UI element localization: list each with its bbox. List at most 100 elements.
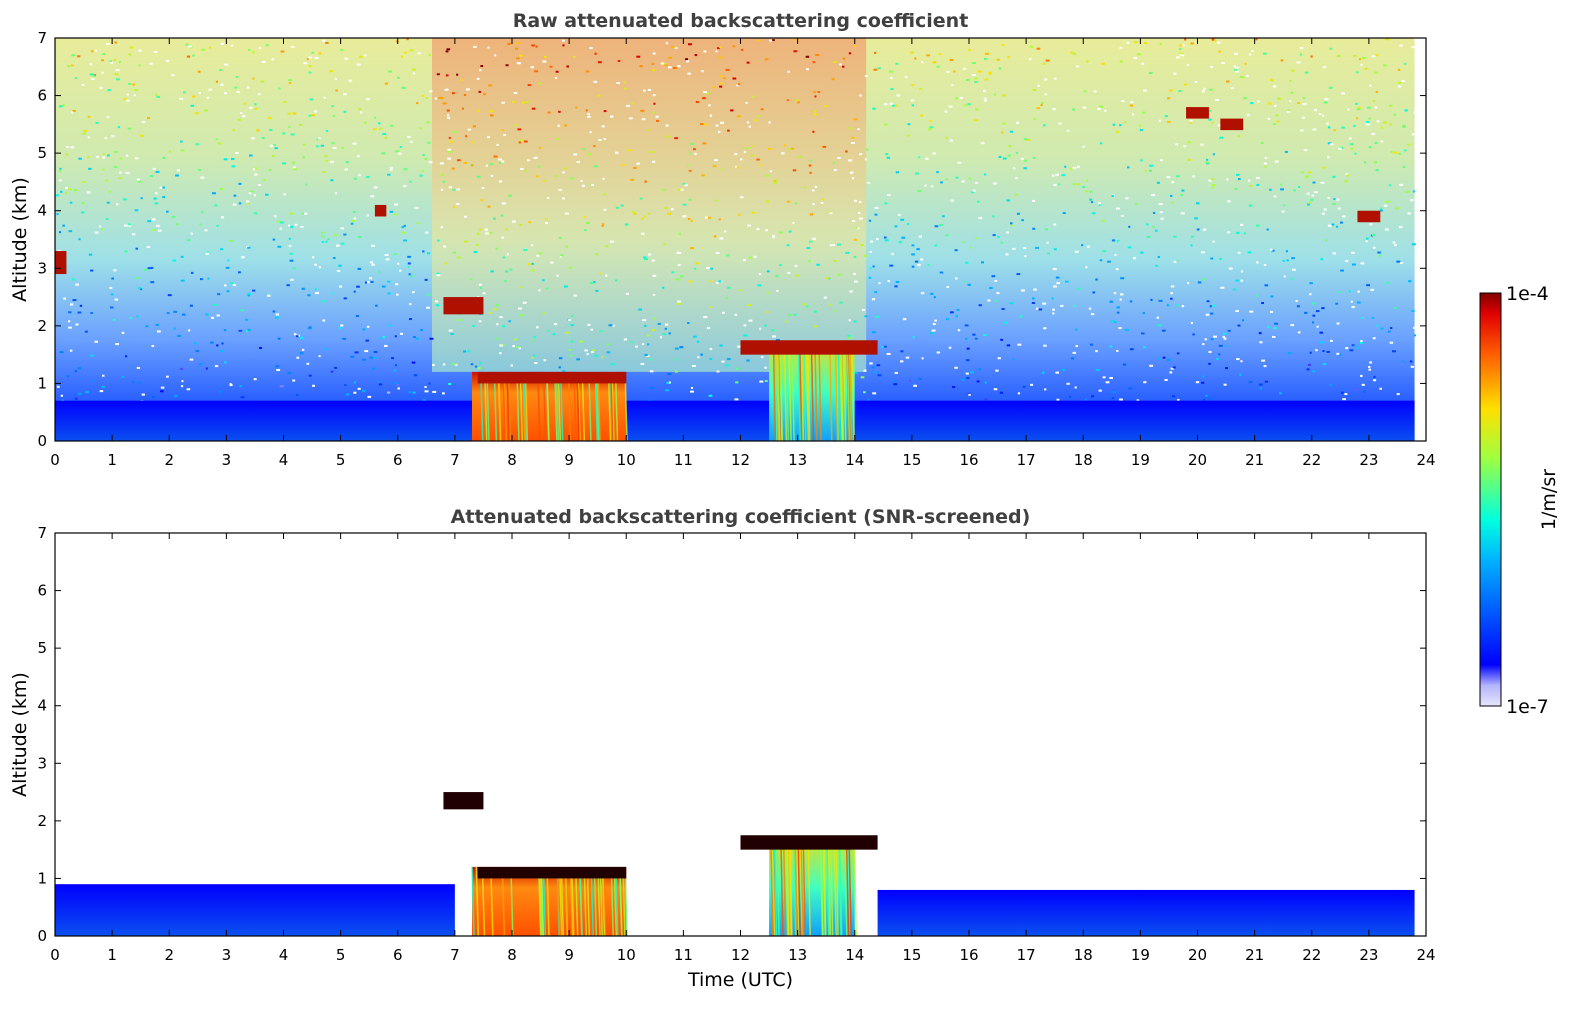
panel-title: Raw attenuated backscattering coefficien… bbox=[513, 10, 969, 32]
y-tick-label: 6 bbox=[37, 87, 47, 105]
y-axis-label: Altitude (km) bbox=[9, 177, 31, 302]
x-tick-label: 19 bbox=[1131, 451, 1150, 469]
x-tick-label: 12 bbox=[731, 451, 750, 469]
feature-boundary-layer bbox=[55, 884, 455, 936]
x-tick-label: 7 bbox=[450, 451, 460, 469]
y-tick-label: 5 bbox=[37, 639, 47, 657]
x-tick-label: 10 bbox=[617, 946, 636, 964]
x-axis-label: Time (UTC) bbox=[687, 969, 793, 991]
y-tick-label: 3 bbox=[37, 754, 47, 772]
x-tick-label: 2 bbox=[164, 946, 174, 964]
x-tick-label: 8 bbox=[507, 946, 517, 964]
x-tick-label: 21 bbox=[1245, 451, 1264, 469]
x-tick-label: 11 bbox=[674, 946, 693, 964]
x-tick-label: 14 bbox=[845, 451, 864, 469]
panel-title: Attenuated backscattering coefficient (S… bbox=[451, 506, 1031, 528]
x-tick-label: 0 bbox=[50, 451, 60, 469]
feature-cloud-layer bbox=[1220, 118, 1244, 131]
feature-cloud-layer bbox=[740, 340, 878, 355]
feature-cloud-layer bbox=[740, 835, 878, 850]
precip-streaks bbox=[772, 343, 855, 441]
x-tick-label: 8 bbox=[507, 451, 517, 469]
x-tick-label: 15 bbox=[902, 946, 921, 964]
y-tick-label: 7 bbox=[37, 29, 47, 47]
feature-boundary-layer bbox=[55, 400, 1415, 441]
y-tick-label: 4 bbox=[37, 697, 47, 715]
x-axis: 0 1 2 3 4 5 6 7 8 9 10 11 12 13 14 15 16 17 18 19 20 21 22 23 24 bbox=[50, 38, 1436, 469]
x-tick-label: 24 bbox=[1416, 946, 1435, 964]
feature-cloud-layer bbox=[1357, 210, 1381, 223]
x-tick-label: 5 bbox=[336, 946, 346, 964]
y-tick-label: 6 bbox=[37, 582, 47, 600]
x-tick-label: 10 bbox=[617, 451, 636, 469]
y-tick-label: 2 bbox=[37, 812, 47, 830]
x-tick-label: 4 bbox=[279, 451, 289, 469]
x-tick-label: 16 bbox=[959, 946, 978, 964]
x-tick-label: 16 bbox=[959, 451, 978, 469]
feature-cloud-layer bbox=[55, 251, 67, 275]
x-tick-label: 15 bbox=[902, 451, 921, 469]
y-tick-label: 0 bbox=[37, 432, 47, 450]
feature-cloud-layer bbox=[477, 371, 627, 384]
x-tick-label: 20 bbox=[1188, 451, 1207, 469]
heatmap-area bbox=[55, 38, 1417, 441]
y-axis-label: Altitude (km) bbox=[9, 672, 31, 797]
colorbar-gradient bbox=[1480, 293, 1501, 706]
x-tick-label: 22 bbox=[1302, 451, 1321, 469]
x-tick-label: 1 bbox=[107, 946, 117, 964]
x-tick-label: 0 bbox=[50, 946, 60, 964]
x-axis: 0 1 2 3 4 5 6 7 8 9 10 11 12 13 14 15 16 17 18 19 20 21 22 23 24 bbox=[50, 533, 1436, 964]
x-tick-label: 7 bbox=[450, 946, 460, 964]
x-tick-label: 22 bbox=[1302, 946, 1321, 964]
x-tick-label: 6 bbox=[393, 946, 403, 964]
plot-background bbox=[55, 533, 1426, 936]
feature-cloud-layer bbox=[1186, 107, 1209, 119]
x-tick-label: 14 bbox=[845, 946, 864, 964]
x-tick-label: 20 bbox=[1188, 946, 1207, 964]
x-tick-label: 9 bbox=[564, 451, 574, 469]
y-tick-label: 4 bbox=[37, 202, 47, 220]
x-tick-label: 13 bbox=[788, 451, 807, 469]
x-tick-label: 18 bbox=[1074, 946, 1093, 964]
y-axis: 0 1 2 3 4 5 6 7 bbox=[37, 524, 1426, 945]
precip-streaks bbox=[770, 838, 857, 936]
y-tick-label: 3 bbox=[37, 259, 47, 277]
x-tick-label: 2 bbox=[164, 451, 174, 469]
feature-cloud-layer bbox=[374, 204, 387, 217]
x-tick-label: 12 bbox=[731, 946, 750, 964]
enhanced-background bbox=[432, 38, 867, 372]
x-tick-label: 9 bbox=[564, 946, 574, 964]
x-tick-label: 13 bbox=[788, 946, 807, 964]
x-tick-label: 24 bbox=[1416, 451, 1435, 469]
feature-cloud-layer bbox=[443, 792, 484, 810]
x-tick-label: 21 bbox=[1245, 946, 1264, 964]
colorbar-fill bbox=[1480, 293, 1501, 706]
x-tick-label: 5 bbox=[336, 451, 346, 469]
heatmap-area bbox=[55, 533, 1426, 936]
feature-cloud-layer bbox=[443, 297, 484, 315]
x-tick-label: 11 bbox=[674, 451, 693, 469]
x-tick-label: 3 bbox=[222, 451, 232, 469]
y-tick-label: 1 bbox=[37, 869, 47, 887]
colorbar: 1e-4 1e-7 1/m/sr bbox=[1479, 283, 1560, 718]
x-tick-label: 19 bbox=[1131, 946, 1150, 964]
x-tick-label: 17 bbox=[1017, 451, 1036, 469]
x-tick-label: 3 bbox=[222, 946, 232, 964]
x-tick-label: 17 bbox=[1017, 946, 1036, 964]
x-tick-label: 23 bbox=[1359, 451, 1378, 469]
colorbar-frame bbox=[1479, 292, 1502, 707]
colorbar-min-label: 1e-7 bbox=[1506, 696, 1549, 718]
y-axis: 0 1 2 3 4 5 6 7 bbox=[37, 29, 1426, 450]
y-tick-label: 2 bbox=[37, 317, 47, 335]
x-tick-label: 23 bbox=[1359, 946, 1378, 964]
y-tick-label: 7 bbox=[37, 524, 47, 542]
x-tick-label: 18 bbox=[1074, 451, 1093, 469]
x-tick-label: 4 bbox=[279, 946, 289, 964]
feature-cloud-layer bbox=[477, 866, 627, 879]
feature-boundary-layer bbox=[877, 889, 1415, 936]
y-tick-label: 0 bbox=[37, 927, 47, 945]
colorbar-max-label: 1e-4 bbox=[1506, 283, 1549, 305]
y-tick-label: 1 bbox=[37, 374, 47, 392]
y-tick-label: 5 bbox=[37, 144, 47, 162]
